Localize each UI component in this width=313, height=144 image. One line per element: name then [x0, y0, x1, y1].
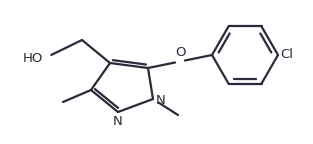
Text: O: O — [175, 47, 185, 59]
Text: HO: HO — [23, 52, 43, 65]
Text: N: N — [156, 93, 166, 107]
Text: Cl: Cl — [280, 49, 293, 61]
Text: N: N — [113, 115, 123, 128]
